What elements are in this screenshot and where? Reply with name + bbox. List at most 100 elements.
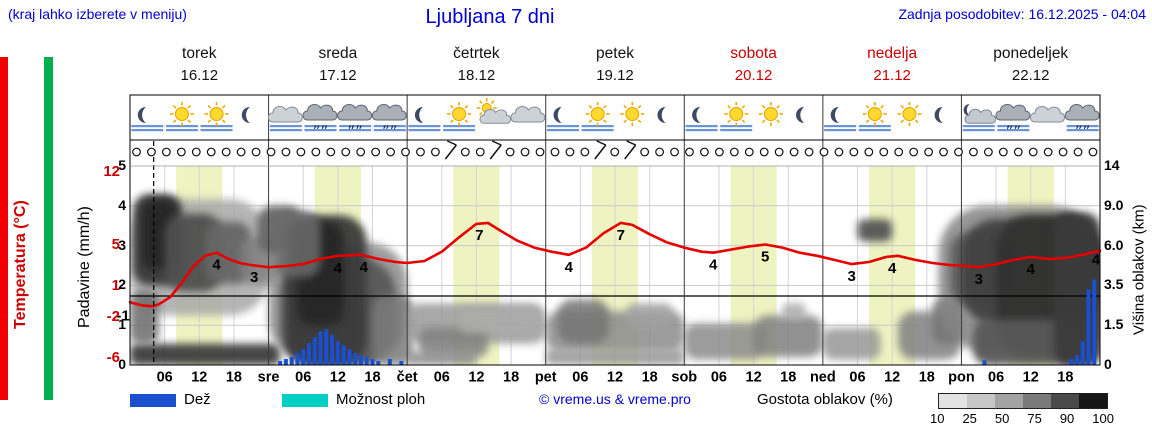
sun-weather-icon (443, 102, 476, 132)
temp-tick: 1 (111, 276, 120, 294)
moon-weather-icon (685, 107, 718, 132)
calm-wind-icon (176, 147, 186, 157)
cloud-weather-icon (1030, 105, 1066, 123)
day-date: 19.12 (596, 67, 634, 84)
showers-legend-swatch (282, 394, 328, 407)
calm-wind-icon (505, 147, 515, 157)
calm-wind-icon (1073, 147, 1083, 157)
calm-wind-icon (460, 147, 470, 157)
calm-wind-icon (954, 147, 963, 157)
temp-value-label: 4 (212, 257, 221, 274)
precip-tick: 5 (118, 157, 126, 173)
calm-wind-icon (1088, 147, 1098, 157)
temperature-curve (128, 221, 1102, 308)
temp-value-label: 5 (761, 249, 769, 266)
rain-weather-icon: „„ (302, 103, 338, 132)
calm-wind-icon (939, 147, 948, 157)
copyright-link[interactable]: © vreme.us & vreme.pro (539, 391, 691, 407)
moon-weather-icon (824, 107, 857, 132)
calm-wind-icon (1043, 147, 1053, 157)
calm-wind-icon (744, 147, 754, 157)
calm-wind-icon (714, 147, 724, 157)
calm-wind-icon (191, 147, 201, 157)
x-tick-label: 18 (226, 370, 242, 386)
x-tick-label: pet (535, 370, 557, 386)
rain-weather-icon: „„ (995, 103, 1031, 132)
moon-weather-icon (547, 107, 580, 132)
x-tick-label: 06 (711, 370, 727, 386)
moon-weather-icon (408, 107, 441, 132)
day-name-petek: petek (596, 45, 634, 62)
x-tick-label: 06 (157, 370, 173, 386)
x-tick-label: 18 (780, 370, 796, 386)
x-tick-label: 18 (919, 370, 935, 386)
day-date: 22.12 (1011, 67, 1050, 84)
precipitation-bars (278, 279, 1097, 365)
weather-icons: „„ „„ „„ „„ „„ (131, 98, 1100, 132)
density-tick: 90 (1059, 411, 1075, 426)
density-segment (1023, 394, 1051, 408)
calm-wind-icon (147, 147, 156, 157)
calm-wind-icon (341, 147, 351, 157)
x-tick-label: sob (671, 370, 697, 386)
moon-weather-icon (131, 107, 164, 132)
calm-wind-icon (535, 147, 545, 157)
x-tick-label: sre (258, 370, 280, 386)
x-tick-label: pon (948, 370, 975, 386)
calm-wind-icon (849, 147, 859, 157)
day-name-sobota: sobota (730, 45, 777, 62)
calm-wind-icon (804, 147, 814, 157)
svg-text:„„: „„ (1075, 113, 1091, 131)
plot-frame (129, 94, 1101, 366)
rain-weather-icon: „„ (337, 103, 373, 132)
calm-wind-icon (132, 147, 141, 157)
temp-tick: -2 (106, 307, 120, 325)
calm-wind-icon (416, 147, 425, 157)
calm-wind-icon (386, 147, 395, 157)
calm-wind-icon (685, 147, 694, 157)
calm-wind-icon (819, 147, 829, 157)
x-tick-label: 06 (434, 370, 450, 386)
calm-wind-icon (834, 147, 844, 157)
temp-tick: 5 (111, 235, 120, 253)
temp-value-label: 4 (565, 259, 574, 276)
x-tick-label: 06 (988, 370, 1004, 386)
calm-wind-icon (1058, 147, 1068, 157)
calm-wind-icon (431, 147, 440, 157)
day-date: 17.12 (319, 67, 357, 84)
rain-weather-icon: „„ (1064, 103, 1100, 132)
rain-legend-swatch (130, 394, 176, 407)
precip-tick: 2 (118, 276, 126, 293)
moon_cloud-weather-icon (962, 104, 997, 132)
last-update-text: Zadnja posodobitev: 16.12.2025 - 04:04 (898, 6, 1146, 22)
density-tick: 75 (1027, 411, 1042, 426)
x-tick-label: 12 (746, 370, 762, 386)
calm-wind-icon (311, 147, 321, 157)
cloud-density-scale-ticks: 10 25 50 75 90 100 (930, 411, 1114, 426)
svg-text:„„: „„ (313, 113, 329, 131)
density-tick: 100 (1092, 411, 1114, 426)
day-date: 20.12 (734, 67, 773, 84)
calm-wind-icon (326, 147, 336, 157)
temp-value-label: 4 (1092, 252, 1101, 269)
calm-wind-icon (206, 147, 216, 157)
sun-weather-icon (758, 102, 783, 126)
day-date: 16.12 (180, 67, 219, 84)
x-tick-label: 12 (884, 370, 900, 386)
temp-tick: 12 (103, 163, 120, 181)
x-tick-label: čet (397, 370, 418, 386)
x-tick-label: 18 (1057, 370, 1073, 386)
calm-wind-icon (909, 147, 919, 157)
calm-wind-icon (729, 147, 739, 157)
cloud-tick: 6.0 (1104, 236, 1124, 253)
calm-wind-icon (565, 147, 575, 157)
svg-text:„„: „„ (382, 113, 398, 131)
sun-weather-icon (858, 102, 891, 132)
precip-tick: 0 (118, 356, 126, 372)
density-segment (1051, 394, 1079, 408)
calm-wind-icon (879, 147, 889, 157)
calm-wind-icon (774, 147, 784, 157)
calm-wind-icon (356, 147, 366, 157)
